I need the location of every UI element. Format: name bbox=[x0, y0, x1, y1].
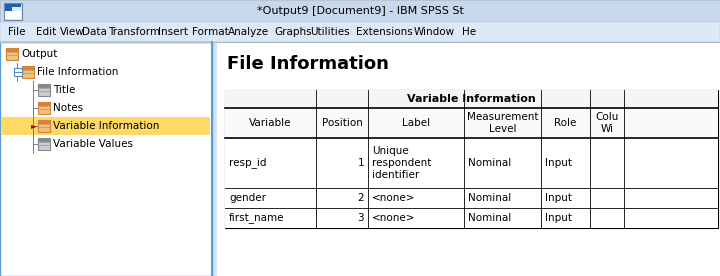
Bar bbox=[6, 48, 18, 60]
Text: <none>: <none> bbox=[372, 213, 415, 223]
Text: <none>: <none> bbox=[372, 193, 415, 203]
Text: Title: Title bbox=[53, 85, 76, 95]
Bar bbox=[38, 102, 50, 106]
Text: Extensions: Extensions bbox=[356, 27, 413, 37]
Text: Position: Position bbox=[322, 118, 363, 128]
Bar bbox=[0, 42, 720, 276]
Text: Role: Role bbox=[554, 118, 576, 128]
Bar bbox=[1, 117, 210, 135]
Text: *Output9 [Document9] - IBM SPSS St: *Output9 [Document9] - IBM SPSS St bbox=[256, 6, 464, 16]
Text: Variable Values: Variable Values bbox=[53, 139, 133, 149]
Text: Input: Input bbox=[544, 213, 572, 223]
Bar bbox=[38, 84, 50, 96]
Text: Nominal: Nominal bbox=[468, 193, 511, 203]
Bar bbox=[38, 102, 50, 114]
Text: Variable Information: Variable Information bbox=[53, 121, 159, 131]
Text: Variable: Variable bbox=[249, 118, 292, 128]
Bar bbox=[0, 22, 720, 42]
Text: Window: Window bbox=[414, 27, 455, 37]
Text: Nominal: Nominal bbox=[468, 158, 511, 168]
Text: Nominal: Nominal bbox=[468, 213, 511, 223]
Bar bbox=[225, 90, 718, 108]
Bar bbox=[217, 42, 720, 276]
Bar bbox=[4, 3, 22, 20]
Text: Unique
respondent
identifier: Unique respondent identifier bbox=[372, 146, 431, 180]
Bar bbox=[5, 4, 12, 11]
Bar bbox=[22, 66, 34, 70]
Bar bbox=[38, 138, 50, 150]
Text: Measurement
Level: Measurement Level bbox=[467, 112, 538, 134]
Text: resp_id: resp_id bbox=[229, 158, 266, 168]
Text: Output: Output bbox=[21, 49, 58, 59]
Text: 3: 3 bbox=[357, 213, 364, 223]
Bar bbox=[38, 84, 50, 88]
Text: Transform: Transform bbox=[108, 27, 160, 37]
Text: Variable Information: Variable Information bbox=[407, 94, 536, 104]
Text: Edit: Edit bbox=[36, 27, 56, 37]
Bar bbox=[6, 48, 18, 52]
Text: Utilities: Utilities bbox=[310, 27, 350, 37]
Bar bbox=[225, 188, 718, 208]
Text: Label: Label bbox=[402, 118, 430, 128]
Text: Colu
Wi: Colu Wi bbox=[595, 112, 618, 134]
Text: ►: ► bbox=[31, 121, 37, 131]
Text: He: He bbox=[462, 27, 476, 37]
Text: File Information: File Information bbox=[227, 55, 389, 73]
Bar bbox=[38, 138, 50, 142]
Bar bbox=[225, 138, 718, 188]
Text: Input: Input bbox=[544, 158, 572, 168]
Bar bbox=[14, 68, 22, 76]
Text: Insert: Insert bbox=[158, 27, 188, 37]
Text: File Information: File Information bbox=[37, 67, 118, 77]
Text: gender: gender bbox=[229, 193, 266, 203]
Bar bbox=[225, 108, 718, 138]
Bar bbox=[38, 120, 50, 124]
Text: 1: 1 bbox=[357, 158, 364, 168]
Text: first_name: first_name bbox=[229, 213, 284, 224]
Text: File: File bbox=[8, 27, 25, 37]
Text: Graphs: Graphs bbox=[274, 27, 312, 37]
Bar bbox=[5, 4, 21, 7]
Bar bbox=[38, 120, 50, 132]
Text: Notes: Notes bbox=[53, 103, 83, 113]
Bar bbox=[225, 208, 718, 228]
Text: Analyze: Analyze bbox=[228, 27, 269, 37]
Bar bbox=[0, 0, 720, 22]
Text: Format: Format bbox=[192, 27, 229, 37]
Text: Data: Data bbox=[82, 27, 107, 37]
Bar bbox=[225, 90, 718, 228]
Bar bbox=[5, 11, 21, 19]
Bar bbox=[22, 66, 34, 78]
Bar bbox=[0, 42, 212, 276]
Text: 2: 2 bbox=[357, 193, 364, 203]
Text: View: View bbox=[60, 27, 85, 37]
Text: Input: Input bbox=[544, 193, 572, 203]
